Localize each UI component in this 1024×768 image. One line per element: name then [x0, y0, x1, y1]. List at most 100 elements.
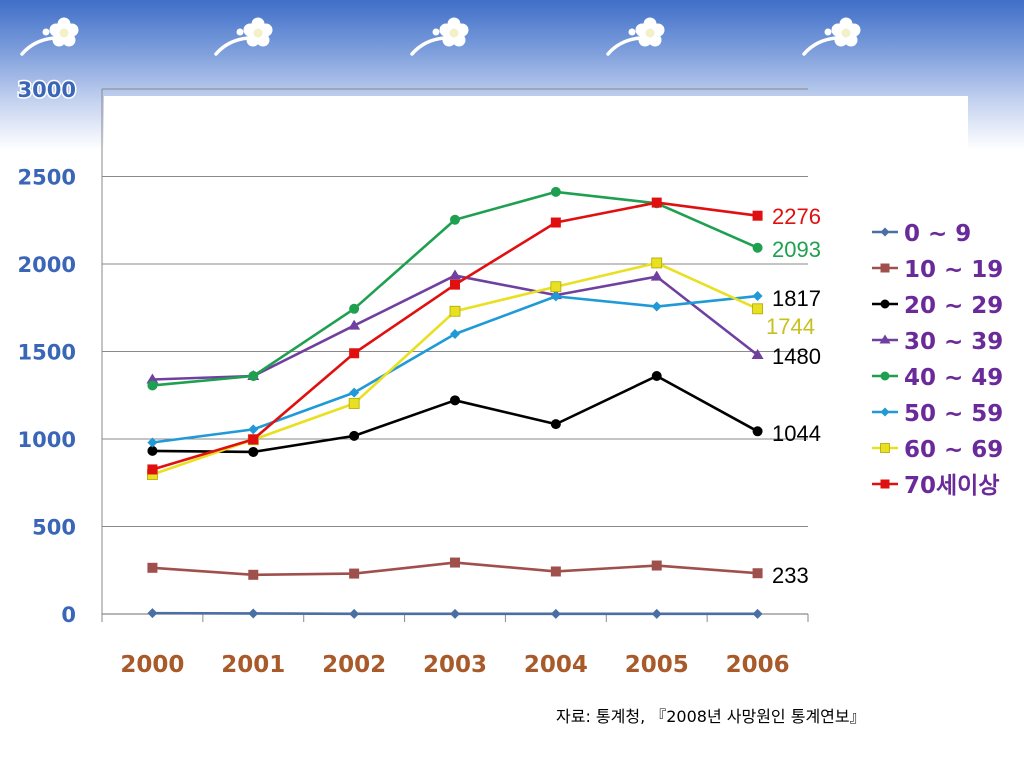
data-point [450, 557, 460, 568]
series-70- [147, 197, 763, 475]
data-label: 1817 [772, 286, 821, 311]
legend-label: 10 ~ 19 [904, 257, 1003, 283]
y-tick-label: 1000 [18, 428, 76, 452]
data-point [651, 371, 662, 381]
data-point [147, 437, 158, 448]
legend-item: 20 ~ 29 [872, 292, 1004, 320]
flower-petal [831, 23, 845, 37]
data-point [349, 568, 360, 579]
flower-swoosh-icon [606, 17, 665, 56]
data-point [147, 608, 158, 619]
data-point [550, 608, 561, 619]
data-point [752, 210, 763, 221]
flower-petal [651, 23, 665, 37]
x-axis-ticks: 2000 2001 2002 2003 2004 2005 2006 [119, 651, 791, 680]
data-point [248, 434, 259, 445]
data-point [880, 407, 890, 417]
x-tick-label: 2004 [524, 652, 588, 678]
flower-petal [455, 23, 469, 37]
flower-swoosh-icon [802, 17, 861, 56]
x-tick-label: 2001 [221, 652, 285, 678]
flower-center [253, 28, 263, 38]
data-point [450, 608, 460, 619]
data-point [651, 197, 662, 208]
series-60-69 [147, 257, 763, 480]
data-point [880, 263, 890, 273]
swoosh [214, 36, 250, 56]
legend-label: 0 ~ 9 [904, 221, 971, 247]
data-point [651, 608, 662, 619]
swoosh [606, 36, 642, 56]
y-tick-label: 3000 [18, 78, 76, 102]
grid-lines [102, 88, 808, 527]
data-point [880, 227, 890, 237]
flower-swoosh-icon [410, 17, 469, 56]
data-point [880, 299, 890, 309]
data-labels: 233 1044 1480 2093 1817 1744 2276 [766, 204, 821, 588]
flower-petal [243, 23, 257, 37]
data-point [349, 387, 360, 398]
legend-item: 0 ~ 9 [872, 220, 972, 248]
data-label: 1480 [772, 344, 821, 369]
series-50-59 [147, 291, 763, 448]
legend-label: 30 ~ 39 [904, 329, 1003, 355]
data-point [880, 479, 890, 489]
flower-center [841, 28, 851, 38]
legend: 0 ~ 9 10 ~ 19 20 ~ 29 30 ~ 39 40 ~ 49 50 ~ 59… [872, 220, 1004, 500]
data-point [349, 608, 360, 619]
data-point [879, 334, 891, 344]
swoosh-dot [432, 28, 440, 36]
data-label: 1044 [772, 421, 821, 446]
data-point [348, 319, 361, 330]
series-20-29 [147, 371, 763, 457]
data-point [147, 464, 158, 475]
data-point [651, 257, 663, 269]
data-label: 2093 [772, 237, 821, 262]
flower-petal [847, 23, 861, 37]
series-lines [146, 186, 764, 619]
data-point [650, 270, 663, 281]
data-point [450, 395, 460, 406]
series-line [152, 294, 758, 444]
swoosh-dot [628, 28, 636, 36]
y-axis-ticks: 0 500 1000 1500 2000 2500 3000 [16, 77, 77, 629]
data-point [147, 380, 158, 391]
data-point [248, 424, 259, 435]
data-point [550, 217, 561, 228]
flower-petal [259, 23, 273, 37]
data-point [550, 566, 561, 577]
data-point [349, 303, 360, 314]
data-point [550, 186, 561, 197]
series-line [152, 274, 759, 381]
legend-item: 70세이상 [872, 472, 1001, 500]
plot-backdrop [104, 96, 968, 148]
x-tick-label: 2005 [625, 652, 689, 678]
legend-label: 60 ~ 69 [904, 437, 1003, 463]
series-0-9 [147, 608, 763, 619]
data-point [880, 443, 890, 453]
x-tick-label: 2003 [423, 652, 487, 678]
flower-swoosh-icon [214, 17, 273, 56]
data-point [751, 349, 764, 359]
legend-item: 40 ~ 49 [872, 364, 1004, 392]
data-point [550, 281, 562, 293]
legend-label: 70세이상 [904, 473, 1000, 499]
y-tick-label: 2500 [18, 166, 76, 190]
x-tick-label: 2002 [322, 652, 386, 678]
y-tick-label: 1500 [18, 341, 76, 365]
swoosh [802, 36, 838, 56]
data-point [248, 608, 259, 619]
swoosh [410, 36, 446, 56]
axes [101, 89, 809, 622]
legend-label: 40 ~ 49 [904, 365, 1003, 391]
legend-item: 30 ~ 39 [872, 328, 1004, 356]
data-point [147, 562, 158, 573]
data-label: 233 [772, 563, 809, 588]
data-point [752, 242, 763, 253]
flower-petal [635, 23, 649, 37]
series-10-19 [147, 557, 763, 580]
swoosh-dot [236, 28, 244, 36]
data-point [880, 371, 890, 381]
swoosh [20, 36, 56, 56]
